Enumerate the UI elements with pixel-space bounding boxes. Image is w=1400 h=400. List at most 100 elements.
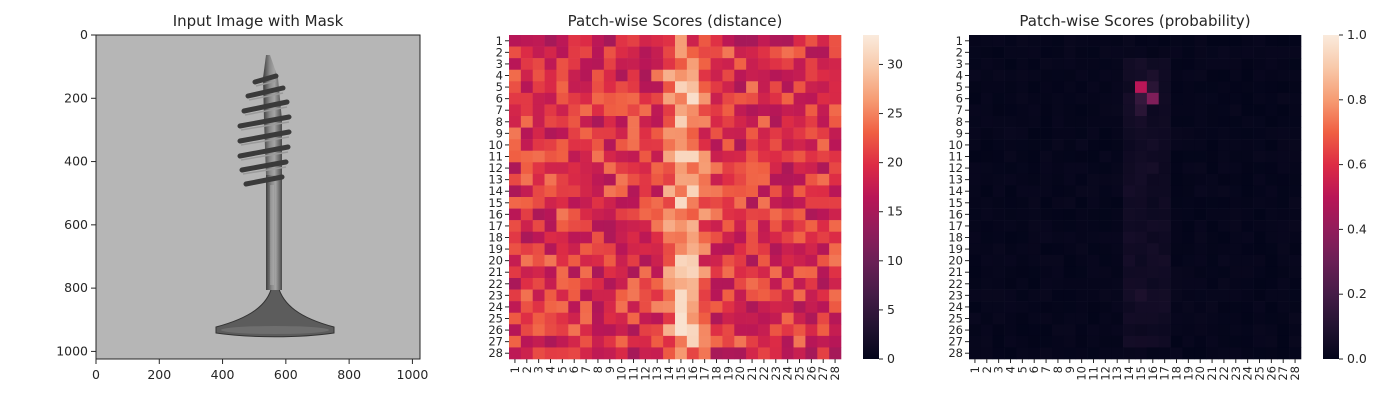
- probability-cell: [992, 104, 1005, 117]
- distance-cell: [639, 104, 652, 117]
- probability-cell: [1087, 312, 1100, 325]
- probability-cell: [1087, 197, 1100, 209]
- probability-cell: [1099, 81, 1112, 94]
- distance-cell: [805, 116, 818, 128]
- probability-cell: [1063, 92, 1077, 105]
- distance-cell: [746, 324, 759, 337]
- distance-cell: [603, 335, 617, 348]
- probability-cell: [1075, 58, 1088, 71]
- distance-cell: [675, 243, 688, 256]
- distance-cell: [532, 127, 545, 140]
- distance-cell: [580, 69, 593, 82]
- distance-cell: [556, 69, 569, 82]
- row-tick-label: 25: [488, 312, 503, 326]
- probability-cell: [1158, 173, 1171, 186]
- probability-cell: [1099, 185, 1112, 198]
- distance-cell: [627, 116, 640, 128]
- probability-cell: [1004, 35, 1017, 47]
- probability-cell: [1146, 173, 1160, 186]
- probability-cell: [1182, 46, 1195, 59]
- distance-cell: [580, 324, 593, 337]
- probability-cell: [1063, 231, 1077, 244]
- distance-cell: [627, 58, 640, 71]
- probability-cell: [1111, 324, 1124, 337]
- probability-cell: [1075, 197, 1088, 209]
- probability-cell: [1206, 116, 1219, 128]
- probability-cell: [1099, 231, 1112, 244]
- probability-cell: [1158, 254, 1171, 267]
- probability-cell: [1004, 173, 1017, 186]
- probability-cell: [1087, 301, 1100, 314]
- col-tick-label: 1: [508, 366, 522, 373]
- probability-cell: [1063, 139, 1077, 152]
- panel3-title: Patch-wise Scores (probability): [1019, 12, 1250, 30]
- probability-cell: [1063, 35, 1077, 47]
- probability-cell: [1229, 254, 1243, 267]
- distance-cell: [592, 347, 605, 360]
- probability-cell: [1040, 301, 1053, 314]
- distance-cell: [675, 347, 688, 360]
- distance-cell: [568, 46, 581, 59]
- distance-cell: [592, 312, 605, 325]
- distance-cell: [544, 127, 557, 140]
- probability-cell: [1218, 185, 1231, 198]
- probability-cell: [969, 104, 982, 117]
- probability-cell: [1229, 243, 1243, 256]
- probability-cell: [1075, 150, 1088, 163]
- probability-cell: [1158, 127, 1171, 140]
- probability-cell: [992, 58, 1005, 71]
- distance-cell: [698, 116, 711, 128]
- distance-cell: [615, 116, 628, 128]
- probability-cell: [992, 197, 1005, 209]
- col-tick-label: 4: [1004, 366, 1018, 373]
- distance-cell: [663, 243, 676, 256]
- distance-cell: [556, 324, 569, 337]
- probability-cell: [1158, 116, 1171, 128]
- probability-cell: [1289, 220, 1302, 233]
- distance-cell: [769, 243, 783, 256]
- probability-cell: [1265, 289, 1278, 302]
- distance-cell: [829, 208, 842, 221]
- distance-cell: [520, 243, 534, 256]
- probability-cell: [1016, 243, 1029, 256]
- x-tick-label: 200: [147, 367, 171, 382]
- probability-cell: [1028, 220, 1041, 233]
- distance-cell: [698, 173, 711, 186]
- probability-cell: [1099, 243, 1112, 256]
- probability-cell: [1016, 162, 1029, 175]
- distance-cell: [556, 81, 569, 94]
- probability-cell: [1004, 335, 1017, 348]
- probability-cell: [1028, 81, 1041, 94]
- distance-cell: [722, 185, 735, 198]
- probability-cell: [1135, 46, 1148, 59]
- distance-cell: [568, 81, 581, 94]
- distance-cell: [544, 104, 557, 117]
- distance-cell: [746, 278, 759, 290]
- distance-cell: [769, 150, 783, 163]
- distance-cell: [698, 150, 711, 163]
- distance-cell: [710, 139, 723, 152]
- row-tick-label: 16: [948, 207, 963, 221]
- probability-cell: [1289, 150, 1302, 163]
- distance-cell: [520, 266, 534, 279]
- probability-cell: [992, 278, 1005, 290]
- distance-cell: [592, 92, 605, 105]
- probability-cell: [1052, 243, 1065, 256]
- distance-cell: [686, 162, 700, 175]
- probability-cell: [1158, 58, 1171, 71]
- distance-cell: [698, 301, 711, 314]
- distance-cell: [781, 162, 794, 175]
- distance-cell: [781, 185, 794, 198]
- probability-cell: [980, 254, 994, 267]
- distance-cell: [509, 278, 522, 290]
- probability-cell: [1146, 162, 1160, 175]
- probability-cell: [1099, 162, 1112, 175]
- distance-cell: [769, 347, 783, 360]
- probability-cell: [1229, 208, 1243, 221]
- distance-cell: [580, 46, 593, 59]
- distance-cell: [675, 289, 688, 302]
- probability-cell: [1123, 116, 1136, 128]
- probability-cell: [1016, 46, 1029, 59]
- probability-cell: [1111, 208, 1124, 221]
- probability-cell: [1277, 278, 1290, 290]
